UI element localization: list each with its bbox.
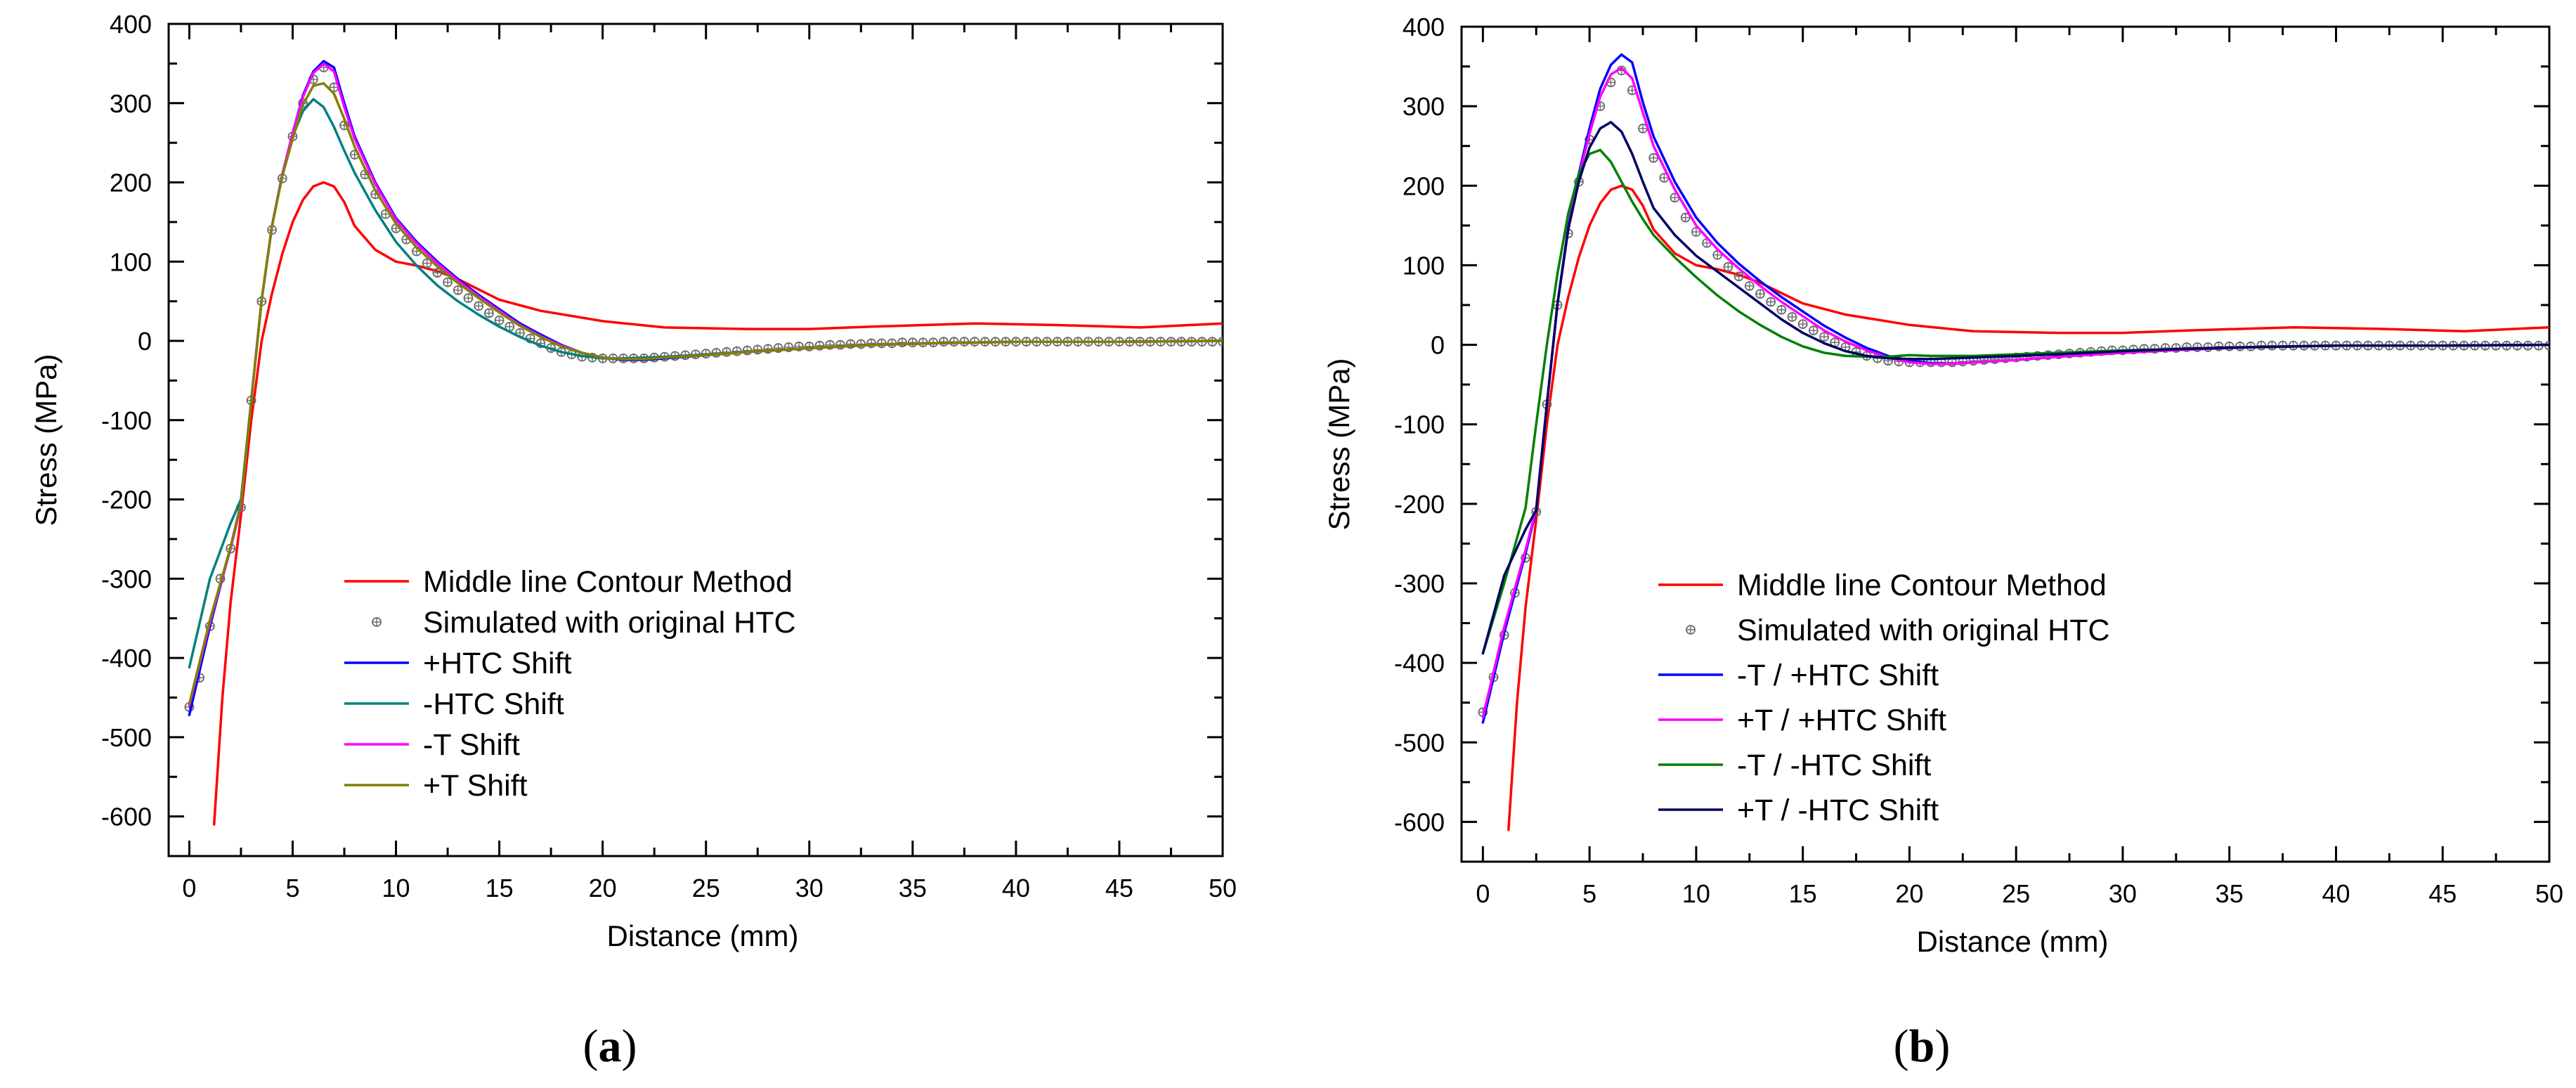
x-tick-label: 50 <box>1209 874 1237 902</box>
y-axis-label: Stress (MPa) <box>1322 358 1355 530</box>
x-tick-label: 50 <box>2535 879 2563 908</box>
legend-label: Middle line Contour Method <box>1737 569 2107 602</box>
x-tick-label: 5 <box>285 874 299 902</box>
panel-label-open: ( <box>583 1021 599 1072</box>
legend-label: +T / -HTC Shift <box>1737 794 1939 827</box>
y-tick-label: 100 <box>110 247 152 276</box>
panel-label-letter: a <box>599 1021 622 1072</box>
x-tick-label: 25 <box>692 874 720 902</box>
y-tick-label: 0 <box>138 327 152 356</box>
panel-label-close: ) <box>622 1021 637 1072</box>
x-tick-label: 0 <box>1476 879 1490 908</box>
y-tick-label: -100 <box>101 406 152 435</box>
panel-label-letter: b <box>1909 1021 1935 1072</box>
legend-label: +T Shift <box>423 769 528 803</box>
x-tick-label: 40 <box>1002 874 1030 902</box>
x-tick-label: 25 <box>2002 879 2030 908</box>
chart-panel-a: 0 5 10 15 20 25 30 35 40 45 50 400 300 200 100 0 -100 -20… <box>30 10 1237 1072</box>
series-line-5 <box>1481 121 2549 655</box>
x-tick-label: 30 <box>795 874 824 902</box>
x-axis-label: Distance (mm) <box>606 919 798 952</box>
y-tick-label: -500 <box>101 723 152 752</box>
plot-area <box>184 60 1223 826</box>
x-tick-label: 10 <box>1682 879 1710 908</box>
y-tick-label: 200 <box>1403 171 1445 200</box>
panel-label-open: ( <box>1894 1021 1909 1072</box>
legend-label: -HTC Shift <box>423 687 564 721</box>
x-tick-label: 5 <box>1582 879 1596 908</box>
x-tick-label: 30 <box>2109 879 2137 908</box>
x-tick-label: 20 <box>1895 879 1923 908</box>
legend-label: Simulated with original HTC <box>423 606 796 640</box>
y-tick-label: 400 <box>110 10 152 39</box>
x-tick-label: 0 <box>182 874 196 902</box>
y-tick-label: 400 <box>1403 13 1445 41</box>
panel-label: (b) <box>1894 1021 1951 1072</box>
y-tick-label: 300 <box>1403 92 1445 121</box>
x-tick-label: 45 <box>2428 879 2457 908</box>
x-axis-label: Distance (mm) <box>1916 925 2108 958</box>
y-tick-label: -200 <box>1394 490 1445 519</box>
x-tick-label: 35 <box>899 874 927 902</box>
series-line-0 <box>212 181 1223 826</box>
y-tick-label: -400 <box>1394 649 1445 678</box>
x-tick-label: 45 <box>1105 874 1133 902</box>
series-line-4 <box>1481 148 2549 655</box>
y-tick-label: -200 <box>101 486 152 514</box>
legend-label: +T / +HTC Shift <box>1737 704 1946 737</box>
x-tick-label: 15 <box>1789 879 1817 908</box>
y-tick-label: 100 <box>1403 251 1445 280</box>
legend: Middle line Contour Method Simulated with… <box>344 565 796 803</box>
y-tick-label: -300 <box>101 564 152 593</box>
legend-label: Simulated with original HTC <box>1737 614 2110 647</box>
series-line-5 <box>188 82 1223 706</box>
x-tick-label: 35 <box>2216 879 2244 908</box>
x-tick-label: 20 <box>589 874 617 902</box>
chart-panel-b: 0 5 10 15 20 25 30 35 40 45 50 400 300 200 100 0 -100 -20… <box>1322 13 2563 1072</box>
legend-label: -T / -HTC Shift <box>1737 749 1931 782</box>
x-tick-label: 40 <box>2322 879 2350 908</box>
legend: Middle line Contour Method Simulated with… <box>1658 569 2110 827</box>
panel-label: (a) <box>583 1021 637 1072</box>
legend-label: Middle line Contour Method <box>423 565 793 599</box>
legend-label: +HTC Shift <box>423 647 572 680</box>
plot-frame <box>167 22 1224 857</box>
y-tick-label: -100 <box>1394 410 1445 439</box>
y-tick-label: -600 <box>101 803 152 831</box>
x-tick-label: 15 <box>486 874 514 902</box>
y-tick-label: -500 <box>1394 728 1445 757</box>
y-tick-label: -400 <box>101 644 152 673</box>
plot-area <box>1478 53 2549 831</box>
y-tick-label: -300 <box>1394 569 1445 598</box>
y-tick-label: 300 <box>110 89 152 118</box>
y-axis-label: Stress (MPa) <box>30 354 63 526</box>
x-tick-label: 10 <box>382 874 410 902</box>
y-tick-label: 0 <box>1431 331 1445 360</box>
series-line-0 <box>1507 184 2549 831</box>
panel-label-close: ) <box>1934 1021 1950 1072</box>
y-tick-label: -600 <box>1394 808 1445 836</box>
legend-label: -T Shift <box>423 728 520 762</box>
plot-frame <box>1460 25 2551 863</box>
y-tick-label: 200 <box>110 169 152 197</box>
legend-label: -T / +HTC Shift <box>1737 659 1939 692</box>
